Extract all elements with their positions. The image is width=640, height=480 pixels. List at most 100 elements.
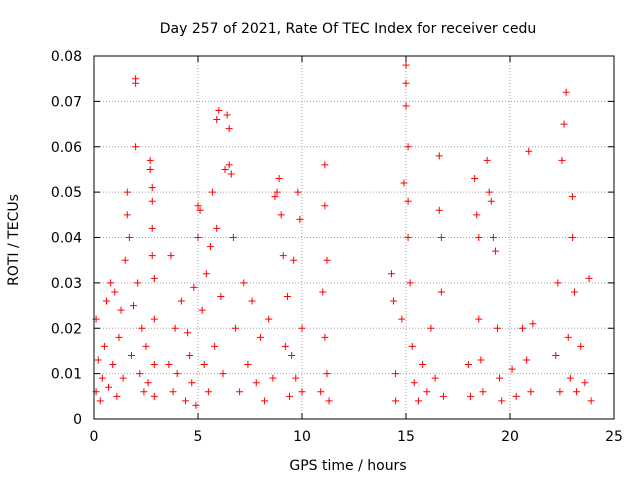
- data-point: [431, 374, 439, 382]
- x-tick-label: 25: [605, 429, 623, 445]
- data-point: [244, 361, 252, 369]
- data-point: [560, 120, 568, 128]
- x-tick-label: 5: [194, 429, 203, 445]
- data-point: [283, 292, 291, 300]
- data-point: [317, 388, 325, 396]
- data-point: [402, 79, 410, 87]
- data-point: [435, 206, 443, 214]
- data-point: [281, 342, 289, 350]
- data-point: [150, 274, 158, 282]
- data-point: [414, 397, 422, 405]
- data-point: [213, 116, 221, 124]
- data-point: [390, 297, 398, 305]
- data-point: [223, 111, 231, 119]
- data-point: [132, 143, 140, 151]
- data-point: [271, 193, 279, 201]
- x-tick-label: 20: [501, 429, 519, 445]
- data-point: [132, 79, 140, 87]
- data-point: [130, 302, 138, 310]
- y-tick-label: 0.06: [51, 140, 82, 156]
- data-point: [167, 252, 175, 260]
- data-point: [221, 165, 229, 173]
- data-point: [475, 315, 483, 323]
- data-point: [321, 333, 329, 341]
- data-point: [173, 370, 181, 378]
- data-point: [113, 392, 121, 400]
- data-point: [471, 175, 479, 183]
- data-point: [150, 361, 158, 369]
- data-point: [288, 351, 296, 359]
- data-point: [140, 388, 148, 396]
- data-point: [439, 392, 447, 400]
- data-point: [498, 397, 506, 405]
- y-axis-title: ROTI / TECUs: [6, 194, 22, 286]
- data-point: [437, 234, 445, 241]
- y-tick-label: 0.04: [51, 231, 82, 247]
- data-point: [134, 279, 142, 287]
- x-tick-label: 10: [293, 429, 311, 445]
- data-point: [100, 342, 108, 350]
- data-point: [402, 61, 410, 69]
- data-point: [464, 361, 472, 369]
- data-point: [585, 274, 593, 282]
- data-point: [479, 388, 487, 396]
- y-tick-label: 0.01: [51, 367, 82, 383]
- data-point: [265, 315, 273, 323]
- data-point: [200, 361, 208, 369]
- data-point: [294, 188, 302, 196]
- data-point: [568, 234, 576, 241]
- data-point: [525, 147, 533, 155]
- data-point: [286, 392, 294, 400]
- data-point: [275, 175, 283, 183]
- data-point: [144, 379, 152, 387]
- data-point: [98, 374, 106, 382]
- data-point: [556, 388, 564, 396]
- data-point: [248, 297, 256, 305]
- grid-lines: [94, 56, 614, 419]
- data-point: [94, 356, 102, 364]
- data-point: [252, 379, 260, 387]
- data-point: [292, 374, 300, 382]
- data-point: [392, 370, 400, 378]
- data-point: [127, 351, 135, 359]
- data-point: [489, 234, 497, 241]
- data-point: [392, 397, 400, 405]
- data-point: [107, 279, 115, 287]
- data-point: [279, 252, 287, 260]
- data-point: [325, 397, 333, 405]
- data-point: [564, 333, 572, 341]
- data-point: [105, 383, 113, 391]
- data-point: [215, 106, 223, 114]
- data-point: [487, 197, 495, 205]
- data-point: [138, 324, 146, 332]
- data-point: [435, 152, 443, 160]
- data-point: [240, 279, 248, 287]
- data-point: [298, 388, 306, 396]
- data-point: [277, 211, 285, 219]
- data-point: [256, 333, 264, 341]
- data-point: [269, 374, 277, 382]
- data-point: [102, 297, 110, 305]
- data-point: [206, 243, 214, 251]
- data-point: [321, 202, 329, 210]
- data-point: [227, 170, 235, 178]
- y-tick-label: 0.02: [51, 321, 82, 337]
- data-point: [136, 370, 144, 378]
- data-point: [231, 324, 239, 332]
- data-point: [398, 315, 406, 323]
- data-point: [404, 197, 412, 205]
- chart-title: Day 257 of 2021, Rate Of TEC Index for r…: [160, 21, 536, 37]
- data-point: [581, 379, 589, 387]
- data-point: [298, 324, 306, 332]
- data-point: [562, 88, 570, 96]
- data-point: [406, 279, 414, 287]
- data-point: [529, 320, 537, 328]
- y-tick-label: 0.07: [51, 94, 82, 110]
- data-point: [190, 283, 198, 291]
- data-point: [485, 188, 493, 196]
- data-point: [148, 252, 156, 260]
- data-point: [321, 161, 329, 169]
- data-point: [184, 329, 192, 337]
- data-point: [419, 361, 427, 369]
- data-point: [404, 234, 412, 241]
